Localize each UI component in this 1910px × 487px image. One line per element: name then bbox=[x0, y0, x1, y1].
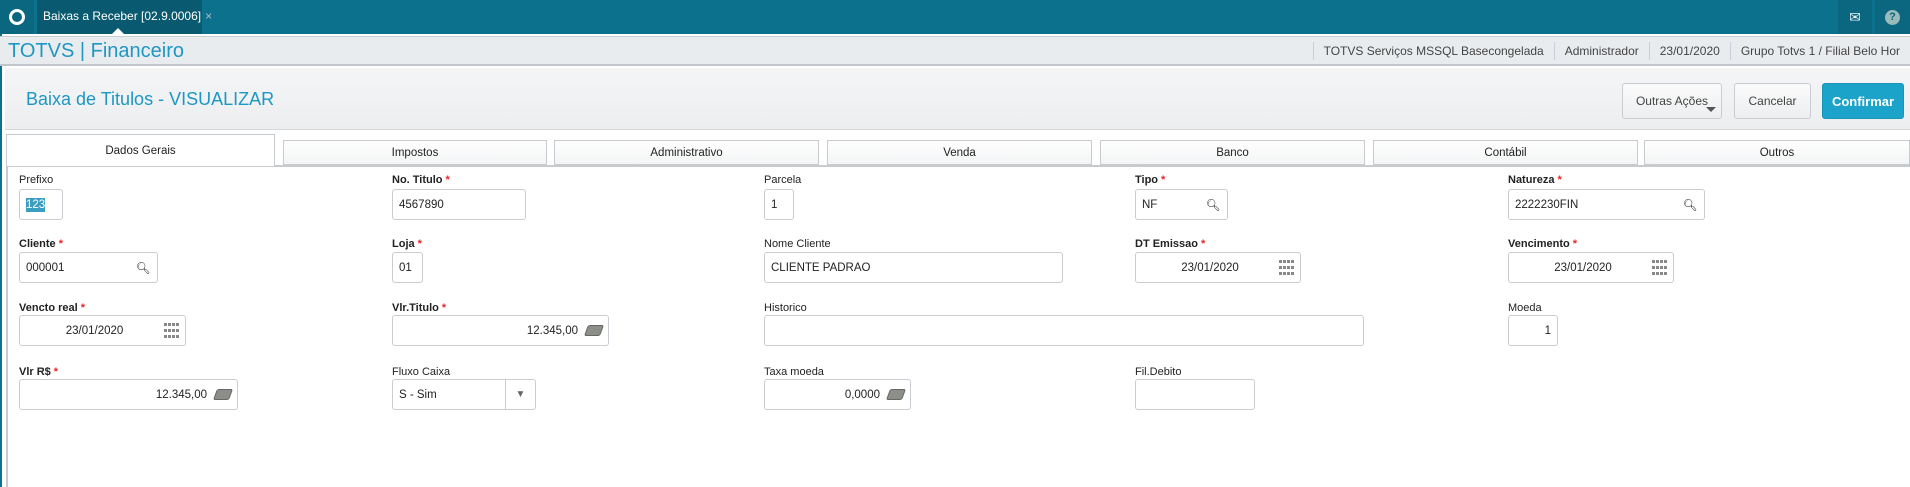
tipo-label: Tipo * bbox=[1135, 174, 1166, 186]
tab-impostos[interactable]: Impostos bbox=[283, 140, 547, 165]
dt-emissao-label: DT Emissao * bbox=[1135, 238, 1206, 250]
vencto-real-label: Vencto real * bbox=[19, 302, 85, 314]
historico-input[interactable] bbox=[764, 315, 1364, 346]
cliente-label: Cliente * bbox=[19, 238, 63, 250]
calculator-icon[interactable] bbox=[212, 387, 234, 403]
user-label: Administrador bbox=[1553, 42, 1649, 60]
moeda-label: Moeda bbox=[1508, 302, 1542, 314]
help-icon[interactable]: ? bbox=[1875, 0, 1910, 34]
page-title: Baixa de Titulos - VISUALIZAR bbox=[26, 89, 275, 109]
calendar-icon[interactable] bbox=[1651, 260, 1667, 276]
more-actions-button[interactable]: Outras Ações bbox=[1622, 83, 1722, 119]
vlr-rs-label: Vlr R$ * bbox=[19, 366, 59, 378]
loja-label: Loja * bbox=[392, 238, 422, 250]
no-titulo-label: No. Titulo * bbox=[392, 174, 450, 186]
tab-venda[interactable]: Venda bbox=[827, 140, 1092, 165]
tab-contabil[interactable]: Contábil bbox=[1373, 140, 1638, 165]
tab-banco[interactable]: Banco bbox=[1100, 140, 1365, 165]
taxa-moeda-label: Taxa moeda bbox=[764, 366, 824, 378]
search-icon[interactable]: 🔍︎ bbox=[1682, 199, 1698, 212]
calculator-icon[interactable] bbox=[885, 387, 907, 403]
no-titulo-input[interactable]: 4567890 bbox=[392, 189, 526, 220]
close-icon[interactable]: × bbox=[205, 9, 213, 23]
fil-debito-input[interactable] bbox=[1135, 379, 1255, 410]
cliente-input[interactable]: 000001 🔍︎ bbox=[19, 252, 158, 283]
search-icon[interactable]: 🔍︎ bbox=[1205, 199, 1221, 212]
more-actions-label: Outras Ações bbox=[1635, 94, 1709, 108]
brand-title: TOTVS | Financeiro bbox=[8, 40, 184, 62]
vencimento-input[interactable]: 23/01/2020 bbox=[1508, 252, 1674, 283]
fil-debito-label: Fil.Debito bbox=[1135, 366, 1182, 378]
vlr-titulo-input[interactable]: 12.345,00 bbox=[392, 315, 609, 346]
top-bar bbox=[0, 0, 1910, 34]
search-icon[interactable]: 🔍︎ bbox=[135, 262, 151, 275]
loja-input[interactable]: 01 bbox=[392, 252, 423, 283]
prefixo-value: 123 bbox=[26, 197, 46, 212]
confirm-button[interactable]: Confirmar bbox=[1822, 83, 1904, 119]
app-tab[interactable]: Baixas a Receber [02.9.0006] × bbox=[37, 0, 212, 34]
calculator-icon[interactable] bbox=[583, 323, 605, 339]
app-tab-label: Baixas a Receber [02.9.0006] bbox=[43, 9, 202, 23]
branch-label: Grupo Totvs 1 / Filial Belo Hor bbox=[1729, 42, 1910, 60]
natureza-label: Natureza * bbox=[1508, 174, 1562, 186]
totvs-logo-icon[interactable] bbox=[0, 0, 34, 34]
historico-label: Historico bbox=[764, 302, 807, 314]
parcela-label: Parcela bbox=[764, 174, 802, 186]
tab-dados-gerais[interactable]: Dados Gerais bbox=[6, 134, 275, 166]
header-bar: TOTVS | Financeiro TOTVS Serviços MSSQL … bbox=[0, 36, 1910, 66]
vencimento-label: Vencimento * bbox=[1508, 238, 1578, 250]
left-border bbox=[0, 34, 2, 487]
vlr-rs-input[interactable]: 12.345,00 bbox=[19, 379, 238, 410]
tab-administrativo[interactable]: Administrativo bbox=[554, 140, 819, 165]
cancel-button[interactable]: Cancelar bbox=[1734, 83, 1811, 119]
vlr-titulo-label: Vlr.Titulo * bbox=[392, 302, 447, 314]
session-info: TOTVS Serviços MSSQL Basecongelada Admin… bbox=[1312, 37, 1910, 65]
active-tab-pointer bbox=[112, 28, 124, 34]
fluxo-caixa-label: Fluxo Caixa bbox=[392, 366, 451, 378]
chevron-down-icon bbox=[1706, 107, 1716, 112]
fluxo-caixa-select[interactable]: S - Sim ▼ bbox=[392, 379, 536, 410]
taxa-moeda-input[interactable]: 0,0000 bbox=[764, 379, 911, 410]
calendar-icon[interactable] bbox=[163, 323, 179, 339]
parcela-input[interactable]: 1 bbox=[764, 189, 794, 220]
nome-cliente-input[interactable]: CLIENTE PADRAO bbox=[764, 252, 1063, 283]
prefixo-label: Prefixo bbox=[19, 174, 54, 186]
dt-emissao-input[interactable]: 23/01/2020 bbox=[1135, 252, 1301, 283]
tipo-input[interactable]: NF 🔍︎ bbox=[1135, 189, 1228, 220]
tab-outros[interactable]: Outros bbox=[1644, 140, 1910, 165]
chevron-down-icon[interactable]: ▼ bbox=[505, 380, 535, 409]
vencto-real-input[interactable]: 23/01/2020 bbox=[19, 315, 186, 346]
mail-icon[interactable]: ✉ bbox=[1838, 0, 1872, 34]
environment-label: TOTVS Serviços MSSQL Basecongelada bbox=[1312, 42, 1554, 60]
natureza-input[interactable]: 2222230FIN 🔍︎ bbox=[1508, 189, 1705, 220]
title-area bbox=[5, 68, 1910, 130]
date-label: 23/01/2020 bbox=[1648, 42, 1730, 60]
prefixo-input[interactable]: 123 bbox=[19, 189, 63, 220]
nome-cliente-label: Nome Cliente bbox=[764, 238, 831, 250]
moeda-input[interactable]: 1 bbox=[1508, 315, 1558, 346]
calendar-icon[interactable] bbox=[1278, 260, 1294, 276]
